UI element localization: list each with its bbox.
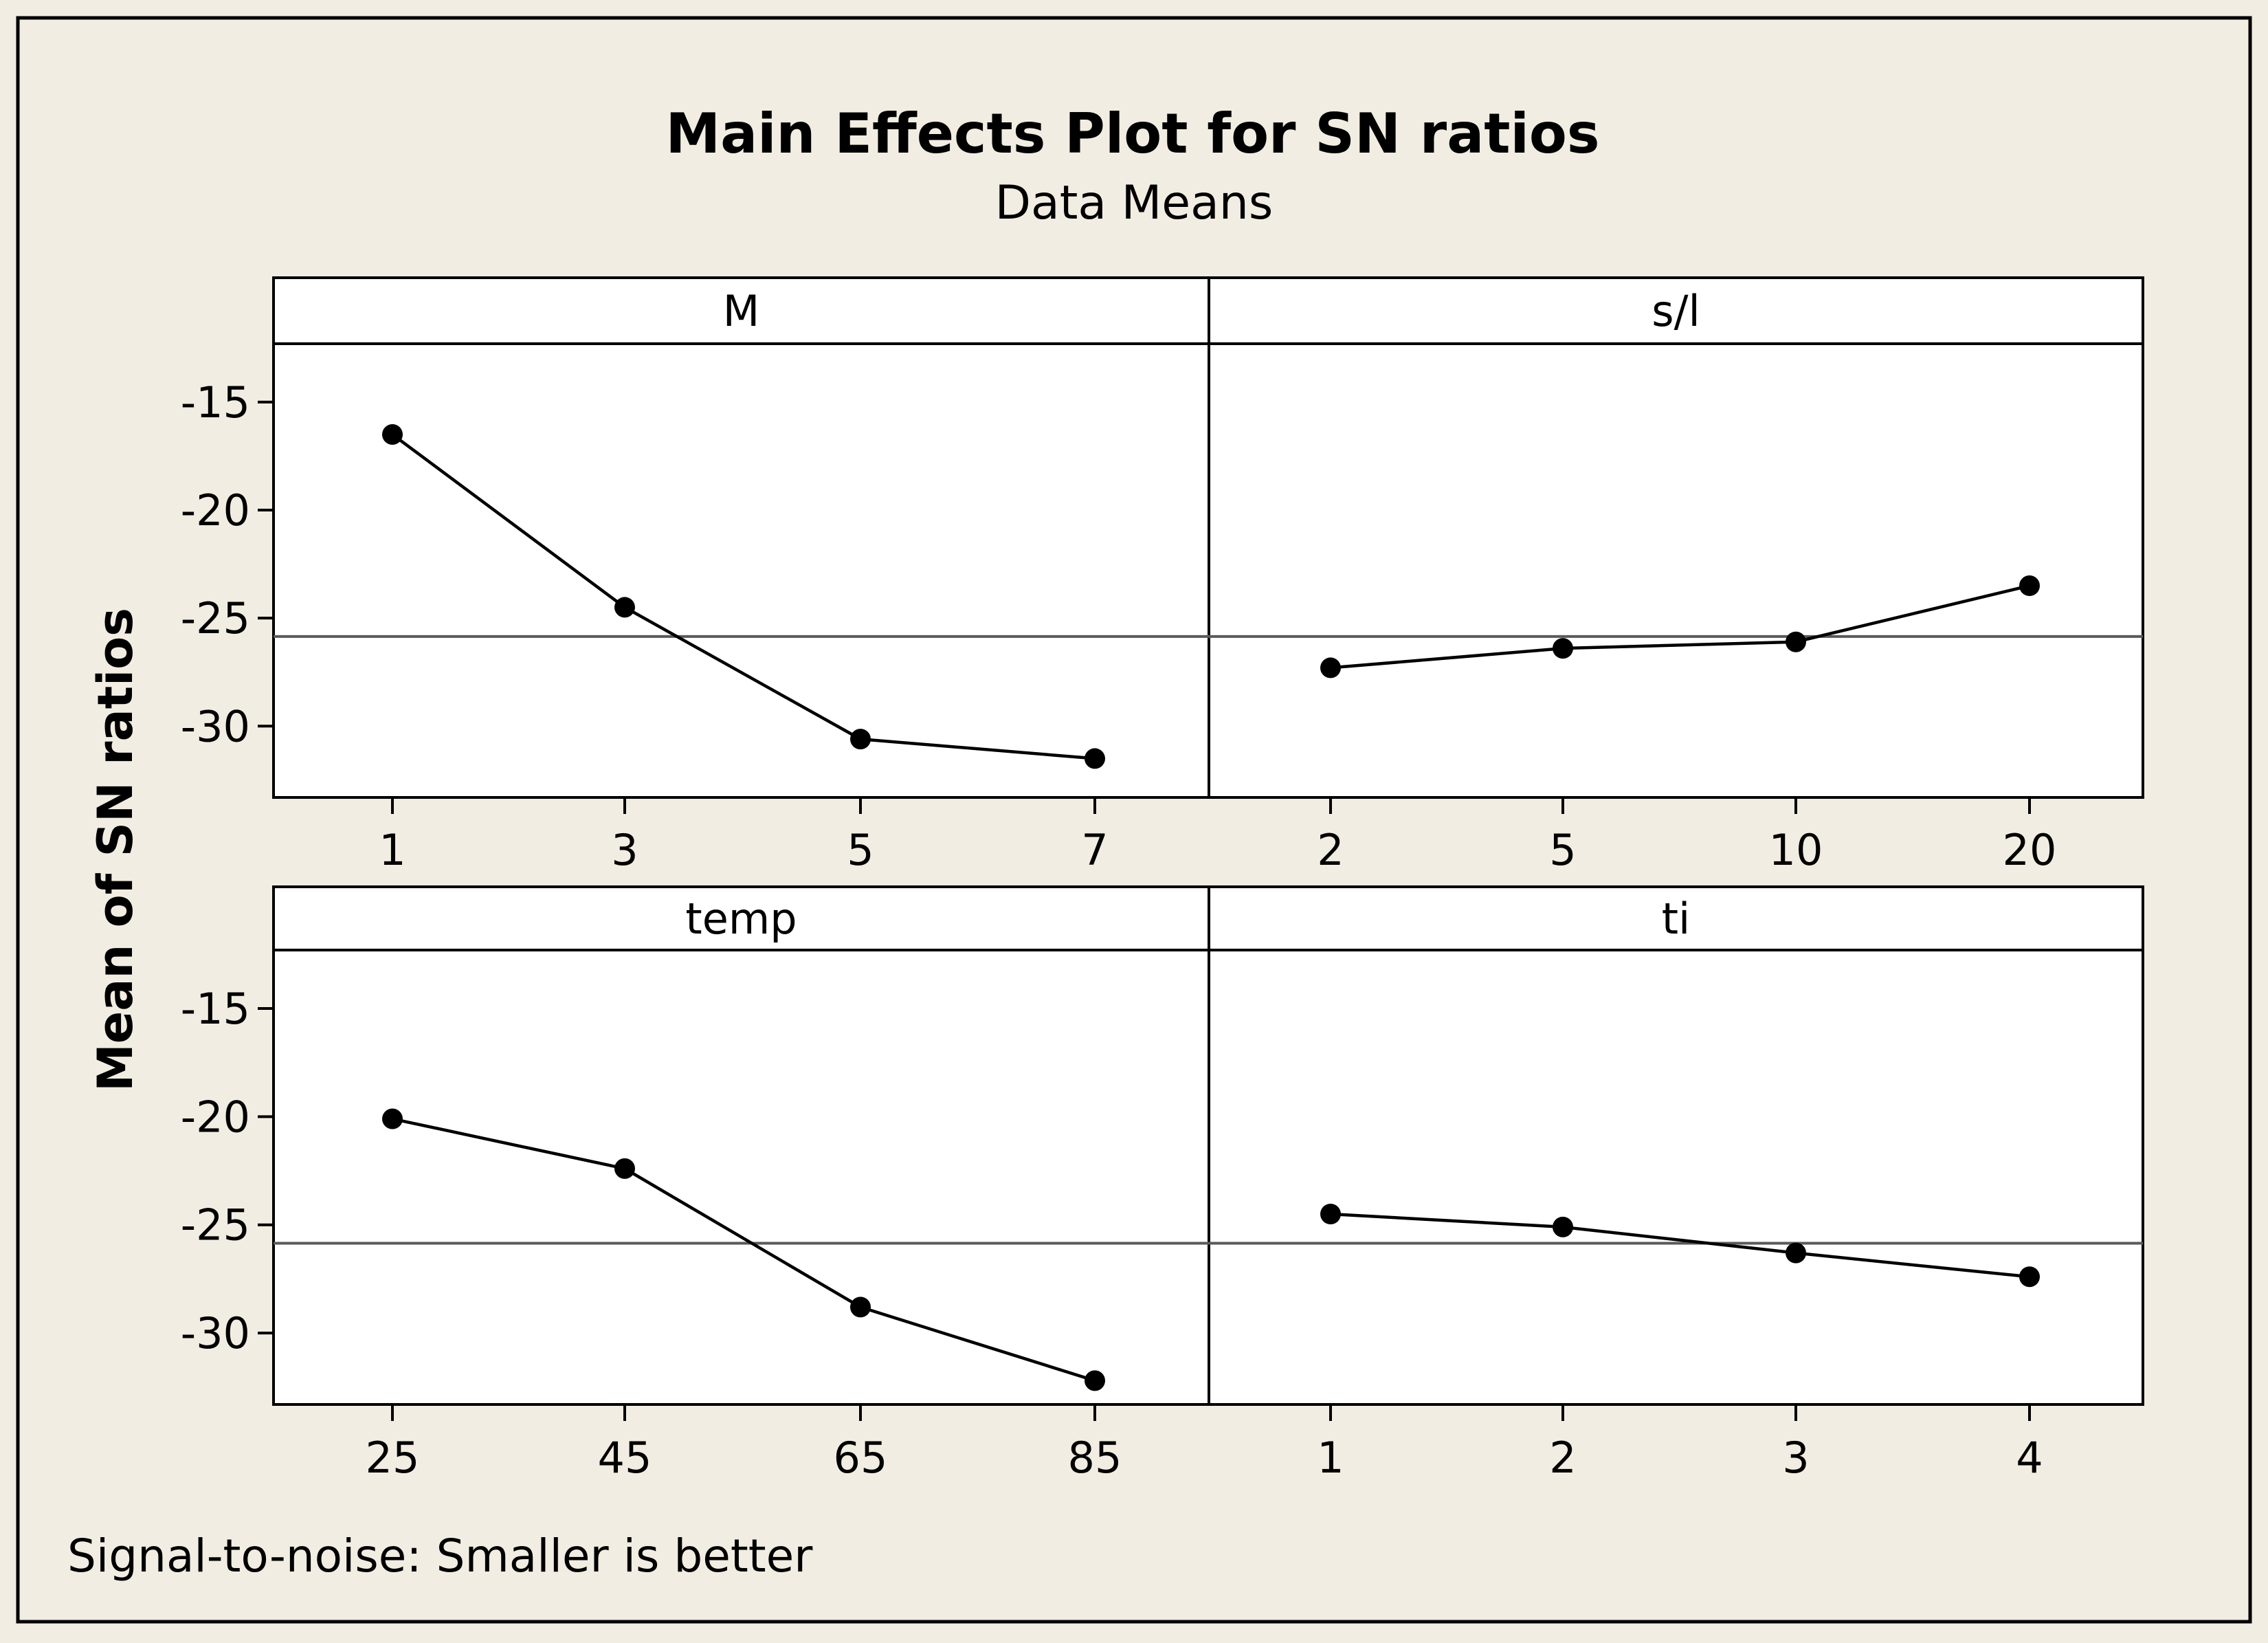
data-point-temp-2 [850, 1297, 871, 1318]
data-point-ti-2 [1786, 1242, 1806, 1264]
x-tick-label-s-l-3: 20 [2003, 825, 2057, 875]
chart-frame [16, 16, 2252, 1624]
panel-label-m: M [723, 286, 760, 336]
x-tick-label-m-0: 1 [379, 825, 405, 875]
data-point-ti-0 [1320, 1204, 1341, 1225]
y-tick-label-1-1: -20 [181, 485, 250, 536]
data-point-temp-0 [382, 1108, 403, 1129]
chart-subtitle: Data Means [995, 176, 1274, 230]
data-point-s-l-0 [1320, 657, 1341, 679]
series-line-m [391, 433, 1096, 760]
x-tick-label-m-2: 5 [847, 825, 874, 875]
y-tick-label-2-1: -20 [181, 1092, 250, 1142]
x-tick-label-ti-2: 3 [1782, 1433, 1809, 1483]
y-tick-label-2-0: -15 [181, 984, 250, 1034]
x-tick-label-ti-3: 4 [2016, 1433, 2043, 1483]
data-point-ti-1 [1553, 1216, 1573, 1237]
y-axis-label: Mean of SN ratios [87, 608, 144, 1092]
y-tick-label-2-3: -30 [181, 1308, 250, 1358]
footnote: Signal-to-noise: Smaller is better [67, 1530, 813, 1583]
data-point-ti-3 [2019, 1266, 2040, 1288]
series-line-temp [392, 1117, 1096, 1382]
x-tick-label-s-l-0: 2 [1317, 825, 1344, 875]
series-line-s-l [1330, 584, 2030, 670]
data-point-temp-1 [614, 1158, 635, 1179]
y-tick-label-1-3: -30 [181, 701, 250, 751]
panel-label-s-l: s/l [1652, 286, 1700, 336]
data-point-s-l-2 [1786, 631, 1806, 652]
data-point-temp-3 [1085, 1370, 1105, 1391]
x-tick-label-temp-2: 65 [834, 1433, 888, 1483]
y-tick-label-2-2: -25 [181, 1200, 250, 1250]
data-point-s-l-1 [1553, 638, 1573, 659]
panel-label-ti: ti [1662, 894, 1691, 944]
x-tick-label-temp-0: 25 [366, 1433, 420, 1483]
data-point-m-1 [614, 597, 635, 618]
x-tick-label-temp-1: 45 [598, 1433, 652, 1483]
y-tick-label-1-0: -15 [181, 377, 250, 428]
data-point-m-2 [850, 729, 871, 750]
data-point-m-3 [1085, 748, 1105, 769]
panel-label-temp: temp [685, 894, 797, 944]
data-point-s-l-3 [2019, 575, 2040, 596]
x-tick-label-ti-1: 2 [1549, 1433, 1576, 1483]
x-tick-label-s-l-2: 10 [1769, 825, 1823, 875]
y-tick-label-1-2: -25 [181, 593, 250, 643]
chart-title: Main Effects Plot for SN ratios [666, 102, 1600, 166]
x-tick-label-s-l-1: 5 [1549, 825, 1576, 875]
data-point-m-0 [382, 424, 403, 445]
x-tick-label-temp-3: 85 [1068, 1433, 1122, 1483]
x-tick-label-ti-0: 1 [1317, 1433, 1344, 1483]
x-tick-label-m-1: 3 [611, 825, 638, 875]
x-tick-label-m-3: 7 [1081, 825, 1108, 875]
series-line-ti [1330, 1212, 2030, 1279]
